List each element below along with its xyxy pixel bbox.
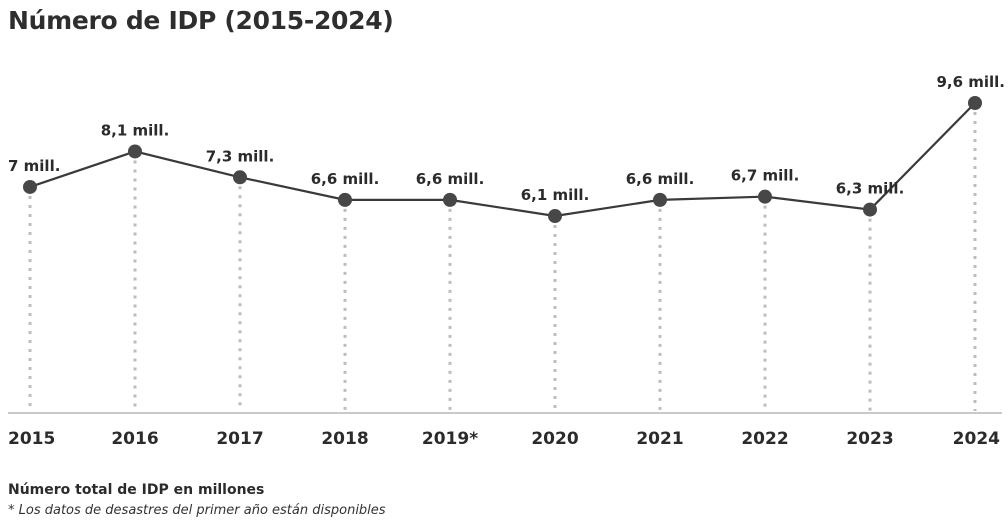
x-tick-label-2: 2017 [216, 429, 263, 449]
data-point-0 [23, 179, 37, 194]
x-tick-label-1: 2016 [111, 429, 158, 449]
data-point-9 [968, 96, 982, 110]
x-tick-label-3: 2018 [321, 429, 368, 449]
series-line [29, 102, 976, 218]
data-label-7: 6,7 mill. [731, 167, 800, 185]
data-label-0: 7 mill. [8, 157, 60, 175]
data-point-7 [758, 189, 772, 204]
data-point-1 [128, 144, 142, 159]
data-point-2 [233, 170, 247, 185]
x-tick-label-9: 2024 [953, 429, 1000, 449]
data-label-8: 6,3 mill. [836, 180, 905, 198]
data-label-1: 8,1 mill. [101, 121, 170, 139]
x-tick-label-8: 2023 [846, 429, 893, 449]
x-tick-label-4: 2019* [422, 429, 478, 449]
data-point-6 [653, 192, 667, 207]
x-tick-label-6: 2021 [636, 429, 683, 449]
data-point-3 [338, 192, 352, 207]
data-label-4: 6,6 mill. [416, 170, 485, 188]
line-chart: 7 mill. 8,1 mill. 7,3 mill. 6,6 mill. 6,6 mi… [8, 73, 1005, 449]
data-label-3: 6,6 mill. [311, 170, 380, 188]
x-tick-label-5: 2020 [531, 429, 578, 449]
data-label-6: 6,6 mill. [626, 170, 695, 188]
data-point-8 [863, 202, 877, 217]
data-label-9: 9,6 mill. [936, 73, 1005, 91]
x-tick-label-7: 2022 [741, 429, 788, 449]
x-tick-label-0: 2015 [8, 429, 55, 449]
data-point-5 [548, 209, 562, 224]
chart-footnote-note: * Los datos de desastres del primer año … [8, 503, 386, 518]
chart-footnote-label: Número total de IDP en millones [8, 482, 265, 498]
data-point-4 [443, 192, 457, 207]
data-label-2: 7,3 mill. [206, 147, 275, 165]
data-label-5: 6,1 mill. [521, 186, 590, 204]
chart-title: Número de IDP (2015-2024) [8, 6, 394, 35]
